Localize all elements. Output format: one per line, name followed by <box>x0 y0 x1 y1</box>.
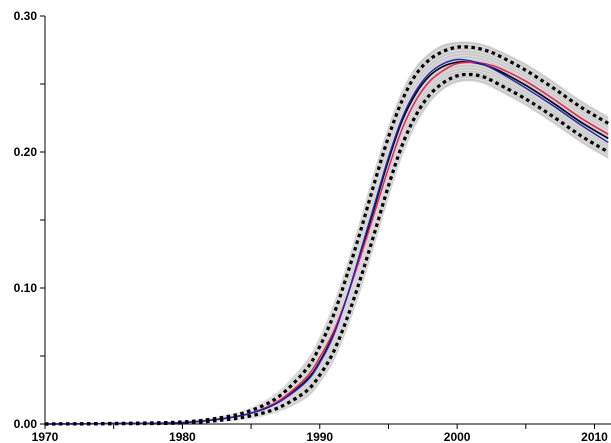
simulation-path <box>44 77 609 425</box>
y-tick-label: 0.00 <box>14 417 38 431</box>
y-tick-label: 0.10 <box>14 281 38 295</box>
x-tick-label: 1980 <box>169 430 196 443</box>
x-tick-label: 1970 <box>32 430 59 443</box>
y-tick-label: 0.30 <box>14 9 38 23</box>
series-line-lower-bound-4 <box>44 72 610 426</box>
simulation-path <box>44 41 609 425</box>
y-tick-label: 0.20 <box>14 145 38 159</box>
series-line-upper-bound-3 <box>44 45 610 426</box>
simulation-path <box>44 43 609 425</box>
x-tick-label: 2010 <box>581 430 608 443</box>
simulation-path <box>44 80 609 425</box>
series-line-estimate-2 <box>44 58 609 425</box>
x-tick-label: 2000 <box>444 430 471 443</box>
x-tick-label: 1990 <box>306 430 333 443</box>
